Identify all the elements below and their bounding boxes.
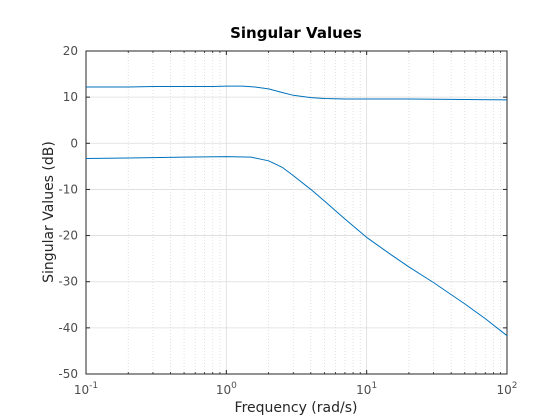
x-tick-label: 100	[216, 381, 237, 397]
series-lines	[85, 85, 508, 337]
plot-frame	[85, 50, 508, 375]
x-tick-label: 101	[356, 381, 377, 397]
x-axis-label: Frequency (rad/s)	[235, 400, 358, 416]
singular-value-line-2	[85, 156, 508, 337]
x-tick-label: 102	[496, 381, 517, 397]
y-tick-label: 20	[63, 44, 78, 58]
grid	[85, 50, 508, 375]
y-tick-label: 10	[63, 90, 78, 104]
singular-value-line-1	[86, 85, 508, 101]
y-tick-labels: 20 10 0 -10 -20 -30 -40 -50	[58, 44, 78, 381]
plot-area	[86, 51, 507, 374]
y-axis-label: Singular Values (dB)	[41, 141, 57, 283]
y-tick-label: -40	[58, 321, 78, 335]
y-tick-label: -30	[58, 275, 78, 289]
y-tick-label: -20	[58, 229, 78, 243]
chart-title: Singular Values	[230, 24, 362, 42]
x-tick-labels: 10-1 100 101 102	[74, 381, 518, 397]
tick-marks	[85, 50, 508, 375]
y-tick-label: -50	[58, 367, 78, 381]
y-tick-label: 0	[70, 136, 78, 150]
x-tick-label: 10-1	[74, 381, 98, 397]
y-tick-label: -10	[58, 182, 78, 196]
